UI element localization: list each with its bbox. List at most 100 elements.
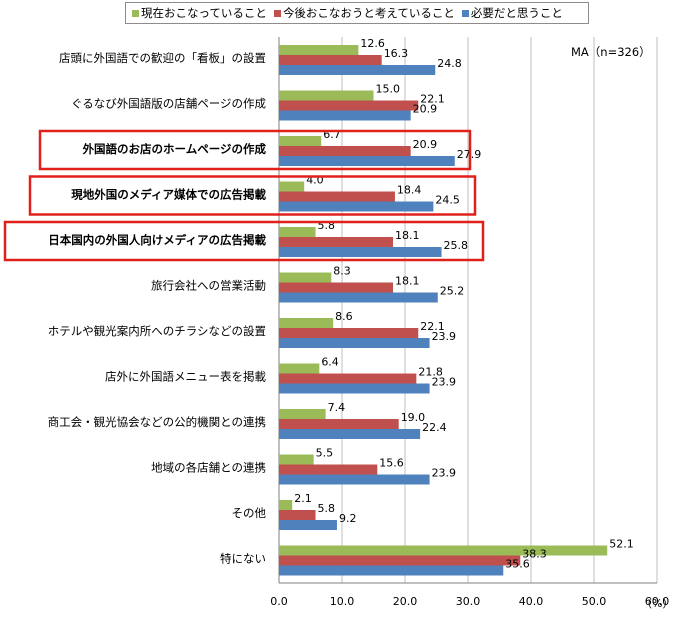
data-label: 24.8 (437, 57, 462, 70)
bar (279, 282, 394, 293)
category-label: 日本国内の外国人向けメディアの広告掲載 (48, 233, 266, 247)
bar (279, 55, 382, 65)
highlight-box (3, 220, 485, 262)
sample-note: MA（n=326） (571, 45, 651, 59)
bar (279, 555, 521, 566)
legend-swatch-future (273, 9, 281, 17)
data-label: 12.6 (360, 37, 385, 50)
bar (279, 565, 504, 576)
data-label: 8.6 (335, 310, 353, 323)
data-label: 20.9 (413, 103, 438, 116)
data-label: 23.9 (432, 330, 457, 343)
data-label: 5.8 (318, 502, 336, 515)
data-label: 19.0 (401, 411, 426, 424)
highlight-box (28, 175, 477, 216)
bar (279, 292, 438, 303)
category-label: 店外に外国語メニュー表を掲載 (105, 370, 266, 384)
bar (279, 363, 320, 374)
bar (279, 500, 293, 510)
bar (279, 383, 430, 394)
bar (279, 110, 411, 121)
bar (279, 545, 608, 556)
category-label: 特にない (220, 552, 266, 566)
data-label: 22.1 (420, 320, 445, 333)
bar (279, 419, 399, 429)
category-label: ぐるなび外国語版の店舗ページの作成 (71, 97, 267, 111)
data-label: 23.9 (432, 376, 457, 389)
bar (279, 464, 378, 475)
category-label: 現地外国のメディア媒体での広告掲載 (71, 188, 266, 202)
category-label: 商工会・観光協会などの公的機関との連携 (48, 415, 266, 429)
bar (279, 409, 326, 419)
data-label: 22.4 (422, 421, 447, 434)
data-label: 23.9 (432, 467, 457, 480)
bar (279, 181, 305, 192)
data-label: 15.6 (379, 457, 404, 470)
data-label: 25.8 (444, 239, 469, 252)
legend: 現在おこなっていること 今後おこなおうと考えていること 必要だと思うこと (125, 2, 589, 24)
x-tick-label: 60.0 (645, 595, 670, 608)
bar (279, 90, 374, 101)
bar (279, 328, 419, 338)
data-label: 18.1 (395, 229, 420, 242)
x-tick-label: 0.0 (270, 595, 288, 608)
bar (279, 136, 322, 146)
data-label: 20.9 (413, 138, 438, 151)
bar (279, 510, 316, 520)
bar (279, 227, 316, 237)
data-label: 22.1 (420, 93, 445, 106)
data-label: 7.4 (328, 401, 346, 414)
category-label: 外国語のお店のホームページの作成 (82, 142, 267, 156)
legend-label-current: 現在おこなっていること (141, 6, 267, 20)
bar (279, 191, 395, 202)
bar (279, 474, 430, 485)
x-tick-label: 30.0 (456, 595, 481, 608)
legend-item-future: 今後おこなおうと考えていること (273, 5, 455, 21)
bar (279, 45, 359, 55)
data-label: 18.1 (395, 275, 420, 288)
category-label: 店頭に外国語での歓迎の「看板」の設置 (59, 51, 266, 65)
bar (279, 318, 334, 328)
axis-unit: （%） (641, 597, 674, 610)
highlight-box (38, 129, 472, 171)
bar (279, 201, 434, 212)
legend-item-current: 現在おこなっていること (132, 5, 267, 21)
bar (279, 100, 419, 111)
x-tick-label: 50.0 (582, 595, 607, 608)
bar (279, 338, 430, 348)
x-tick-label: 40.0 (519, 595, 544, 608)
bar (279, 146, 411, 156)
bar (279, 520, 337, 530)
data-label: 2.1 (294, 492, 312, 505)
category-label: 旅行会社への営業活動 (151, 279, 266, 293)
legend-swatch-needed (461, 9, 469, 17)
bar (279, 429, 421, 439)
bar (279, 272, 332, 283)
data-label: 52.1 (609, 538, 634, 551)
data-label: 16.3 (384, 47, 409, 60)
data-label: 15.0 (376, 83, 401, 96)
data-label: 6.4 (321, 356, 339, 369)
bar (279, 247, 442, 257)
bar (279, 454, 314, 465)
data-label: 5.5 (316, 447, 334, 460)
category-label: その他 (232, 506, 267, 520)
data-label: 21.8 (418, 366, 443, 379)
data-label: 9.2 (339, 512, 357, 525)
data-label: 25.2 (440, 285, 465, 298)
legend-item-needed: 必要だと思うこと (461, 5, 563, 21)
legend-label-future: 今後おこなおうと考えていること (282, 6, 455, 20)
bar (279, 156, 455, 166)
category-label: ホテルや観光案内所へのチラシなどの設置 (48, 324, 266, 338)
data-label: 18.4 (397, 184, 422, 197)
category-label: 地域の各店舗との連携 (151, 461, 266, 475)
legend-swatch-current (132, 9, 139, 17)
bar (279, 373, 417, 384)
x-tick-label: 20.0 (393, 595, 418, 608)
data-label: 8.3 (333, 265, 351, 278)
bar (279, 65, 436, 75)
bar (279, 237, 394, 247)
data-label: 24.5 (435, 194, 460, 207)
data-label: 35.6 (505, 558, 530, 571)
